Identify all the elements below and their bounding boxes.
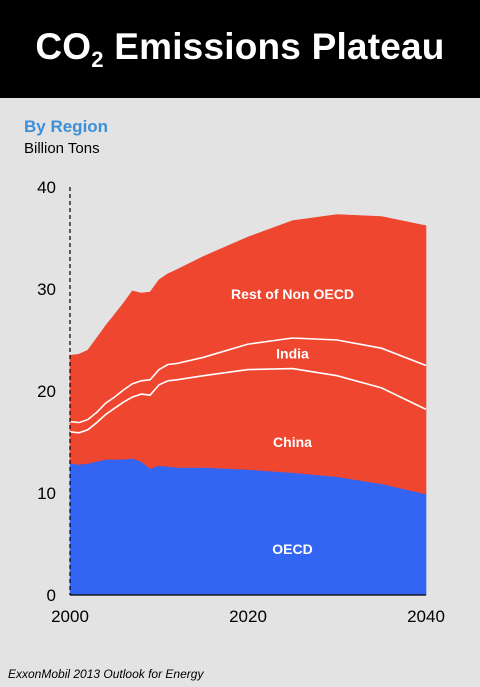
x-tick-label: 2040 [407, 607, 445, 626]
area-label-rest-of-non-oecd: Rest of Non OECD [231, 286, 354, 302]
divider-china-top [69, 367, 427, 434]
y-tick-label: 30 [37, 280, 56, 299]
divider-layer [69, 337, 427, 434]
chart-subtitle: By Region [24, 117, 109, 136]
label-layer: OECD China India Rest of Non OECD [231, 286, 354, 557]
y-tick-label: 0 [47, 586, 56, 605]
y-tick-label: 10 [37, 484, 56, 503]
area-label-oecd: OECD [272, 541, 312, 557]
area-label-china: China [273, 434, 312, 450]
divider-india-top [69, 337, 427, 424]
y-tick-label: 20 [37, 382, 56, 401]
area-layer [69, 214, 427, 596]
y-axis-unit: Billion Tons [24, 140, 100, 157]
x-tick-label: 2020 [229, 607, 267, 626]
title-bar: CO2 Emissions Plateau [0, 0, 480, 98]
source-note: ExxonMobil 2013 Outlook for Energy [8, 667, 204, 681]
y-tick-label: 40 [37, 178, 56, 197]
x-tick-label: 2000 [51, 607, 89, 626]
area-label-india: India [276, 345, 309, 361]
axis-layer: 0 10 20 30 40 2000 2020 2040 [37, 178, 445, 626]
chart-title: CO2 Emissions Plateau [35, 25, 445, 72]
